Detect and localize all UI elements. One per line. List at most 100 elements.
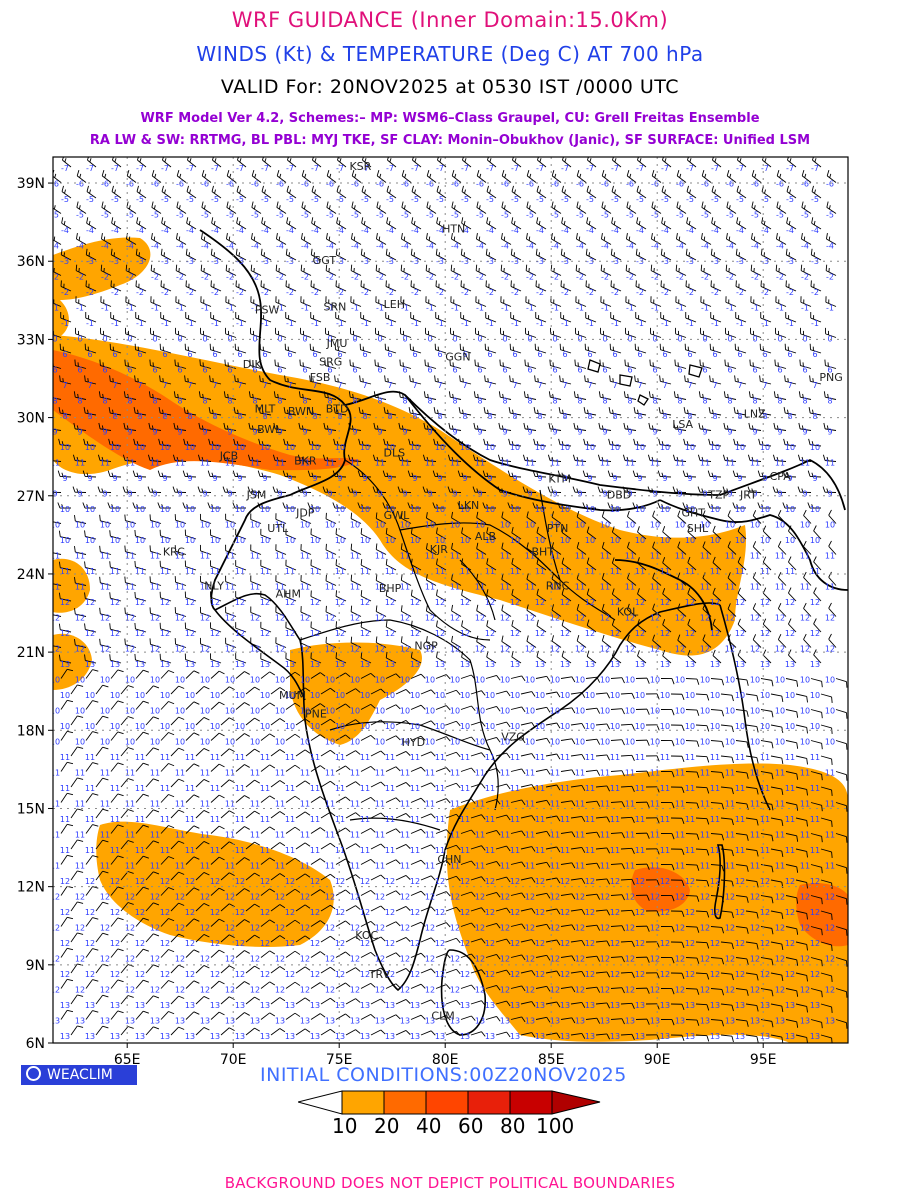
temperature-value: 12 — [200, 614, 210, 623]
temperature-value: 10 — [410, 722, 420, 731]
boundary-disclaimer: BACKGROUND DOES NOT DEPICT POLITICAL BOU… — [224, 1174, 676, 1192]
temperature-value: 12 — [585, 629, 595, 638]
temperature-value: 12 — [185, 970, 195, 979]
temperature-value: 13 — [360, 660, 370, 669]
temperature-value: 11 — [260, 846, 270, 855]
temperature-value: -6 — [101, 180, 109, 189]
temperature-value: 10 — [260, 505, 270, 514]
temperature-value: 11 — [300, 552, 310, 561]
temperature-value: 6 — [687, 350, 692, 359]
temperature-value: 10 — [210, 505, 220, 514]
temperature-value: -4 — [786, 226, 794, 235]
temperature-value: 10 — [735, 443, 745, 452]
wind-barb — [210, 248, 222, 261]
temperature-value: 11 — [685, 753, 695, 762]
temperature-value: -2 — [401, 273, 409, 282]
temperature-value: 12 — [775, 645, 785, 654]
temperature-value: 10 — [100, 521, 110, 530]
temperature-value: 11 — [335, 753, 345, 762]
temperature-value: 11 — [610, 567, 620, 576]
temperature-value: 12 — [750, 924, 760, 933]
temperature-value: -6 — [376, 180, 384, 189]
temperature-value: 11 — [300, 583, 310, 592]
lat-tick-label: 33N — [17, 332, 45, 348]
temperature-value: 11 — [250, 862, 260, 871]
temperature-value: 11 — [585, 567, 595, 576]
temperature-value: 11 — [210, 753, 220, 762]
temperature-value: 6 — [437, 350, 442, 359]
temperature-value: 11 — [200, 831, 210, 840]
temperature-value: 11 — [285, 567, 295, 576]
temperature-value: 10 — [625, 707, 635, 716]
temperature-value: 10 — [625, 676, 635, 685]
temperature-value: 10 — [800, 707, 810, 716]
temperature-value: 11 — [510, 567, 520, 576]
temperature-value: 11 — [260, 753, 270, 762]
temperature-value: 10 — [200, 707, 210, 716]
temperature-value: 11 — [50, 831, 60, 840]
temperature-value: 10 — [735, 536, 745, 545]
temperature-value: 12 — [675, 614, 685, 623]
temperature-value: 12 — [410, 877, 420, 886]
temperature-value: 10 — [125, 707, 135, 716]
temperature-value: 12 — [800, 955, 810, 964]
temperature-value: 8 — [737, 412, 742, 421]
temperature-value: 11 — [810, 815, 820, 824]
temperature-value: 0 — [377, 335, 382, 344]
temperature-value: 11 — [360, 846, 370, 855]
temperature-value: -5 — [136, 195, 144, 204]
temperature-value: 11 — [660, 567, 670, 576]
temperature-value: -1 — [151, 304, 159, 313]
temperature-value: 12 — [775, 924, 785, 933]
temperature-value: -2 — [201, 273, 209, 282]
temperature-value: -4 — [601, 242, 609, 251]
temperature-value: 11 — [760, 753, 770, 762]
temperature-value: 9 — [452, 490, 457, 499]
temperature-value: 11 — [410, 815, 420, 824]
temperature-value: 12 — [510, 908, 520, 917]
temperature-value: 7 — [537, 381, 542, 390]
temperature-value: 11 — [735, 846, 745, 855]
temperature-value: 11 — [485, 753, 495, 762]
temperature-value: -4 — [61, 226, 69, 235]
wind-barb — [726, 201, 737, 214]
temperature-value: 10 — [800, 676, 810, 685]
temperature-value: 9 — [262, 474, 267, 483]
temperature-value: -2 — [801, 273, 809, 282]
temperature-value: 10 — [610, 722, 620, 731]
temperature-value: 8 — [702, 397, 707, 406]
temp-zone-northwest — [53, 237, 151, 340]
temperature-value: 10 — [350, 521, 360, 530]
temp-zone-west-gujarat — [290, 642, 422, 745]
wind-barb — [110, 248, 122, 261]
temperature-value: 12 — [385, 908, 395, 917]
wind-barb — [511, 185, 522, 199]
temperature-value: 12 — [485, 598, 495, 607]
wind-barb — [726, 169, 737, 183]
state-line-6 — [459, 489, 561, 621]
temperature-value: 11 — [185, 753, 195, 762]
temperature-value: 12 — [785, 598, 795, 607]
temperature-value: -1 — [161, 319, 169, 328]
temperature-value: 11 — [625, 800, 635, 809]
temperature-value: 12 — [300, 924, 310, 933]
temperature-value: 10 — [410, 691, 420, 700]
temperature-value: 12 — [560, 877, 570, 886]
temperature-value: 9 — [202, 428, 207, 437]
temperature-value: -1 — [76, 304, 84, 313]
temperature-value: -1 — [626, 304, 634, 313]
wind-barb — [185, 248, 197, 261]
temperature-value: -2 — [751, 273, 759, 282]
wind-barb — [276, 169, 287, 183]
temperature-value: 12 — [235, 598, 245, 607]
temperature-value: 10 — [285, 505, 295, 514]
temperature-value: -5 — [686, 195, 694, 204]
temperature-value: -6 — [701, 180, 709, 189]
temperature-value: -2 — [601, 273, 609, 282]
wind-barb — [736, 185, 747, 199]
model-schemes-line2: RA LW & SW: RRTMG, BL PBL: MYJ TKE, SF C… — [89, 133, 811, 148]
temperature-value: -4 — [101, 242, 109, 251]
temperature-value: -7 — [786, 164, 794, 173]
temperature-value: 8 — [602, 397, 607, 406]
temperature-value: 11 — [800, 862, 810, 871]
